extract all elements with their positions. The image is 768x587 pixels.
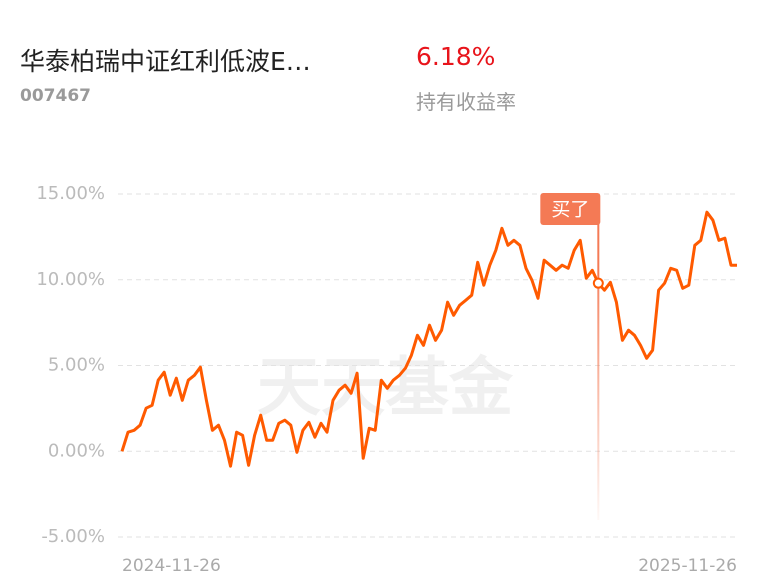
x-tick-label: 2025-11-26 xyxy=(638,556,737,576)
buy-point xyxy=(592,277,604,289)
y-tick-label: -5.00% xyxy=(41,526,105,547)
return-label: 持有收益率 xyxy=(416,90,516,114)
header: 华泰柏瑞中证红利低波E… 007467 6.18% 持有收益率 xyxy=(0,0,768,130)
fund-title[interactable]: 华泰柏瑞中证红利低波E… xyxy=(20,47,311,76)
y-tick-label: 15.00% xyxy=(36,183,105,204)
buy-tag-stem xyxy=(597,224,600,284)
y-tick-label: 0.00% xyxy=(48,440,105,461)
buy-tag: 买了 xyxy=(551,199,589,221)
y-tick-label: 5.00% xyxy=(48,355,105,376)
return-line xyxy=(120,210,737,468)
return-value: 6.18% xyxy=(416,42,496,71)
buy-line xyxy=(597,283,600,520)
y-tick-label: 10.00% xyxy=(36,269,105,290)
buy-tag-bg xyxy=(540,193,601,225)
x-tick-label: 2024-11-26 xyxy=(122,556,221,576)
fund-code: 007467 xyxy=(20,86,91,106)
